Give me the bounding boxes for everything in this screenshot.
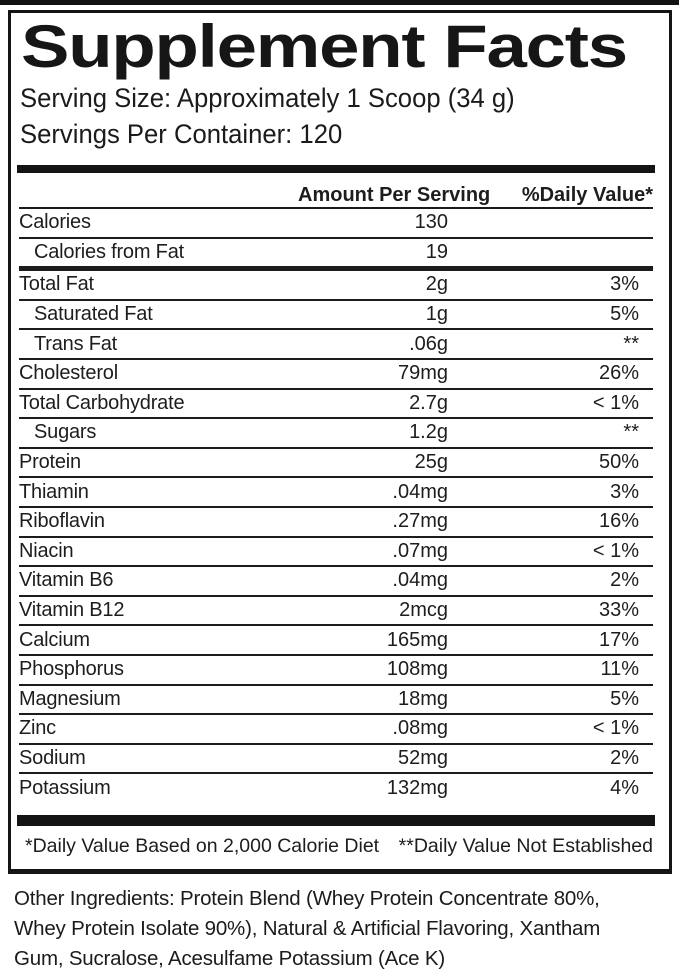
nutrient-amount: .27mg [392,510,448,533]
nutrient-amount: .06g [409,332,448,355]
header-divider-bar [17,165,655,173]
nutrient-amount: 79mg [397,362,448,385]
nutrient-label: Total Fat [19,273,94,296]
nutrient-label: Vitamin B12 [19,599,125,622]
nutrient-label: Vitamin B6 [19,569,114,592]
table-header-row: Amount Per Serving %Daily Value* [19,181,653,209]
nutrient-amount: 2.7g [409,391,448,414]
nutrient-dv: 5% [610,687,639,710]
nutrient-amount: 25g [414,451,448,474]
nutrient-amount: 1g [425,303,448,326]
nutrient-label: Magnesium [19,687,121,710]
nutrient-dv: 16% [598,510,639,533]
nutrient-dv: 2% [610,569,639,592]
nutrient-dv: < 1% [592,539,639,562]
nutrient-amount: 165mg [386,628,448,651]
nutrient-label: Trans Fat [34,332,118,355]
nutrient-dv: ** [623,421,639,444]
nutrient-dv: ** [623,332,639,355]
nutrient-amount: .04mg [392,480,448,503]
nutrient-dv: 50% [598,451,639,474]
nutrient-amount: 2mcg [399,599,448,622]
nutrient-dv: 5% [610,303,639,326]
nutrient-label: Cholesterol [19,362,118,385]
nutrient-dv: 3% [610,480,639,503]
supplement-facts-panel: Supplement Facts Serving Size: Approxima… [8,10,672,874]
nutrient-label: Calories from Fat [34,240,184,263]
row-zinc: Zinc .08mg < 1% [19,715,653,745]
row-potassium: Potassium 132mg 4% [19,774,653,802]
nutrient-label: Potassium [19,776,111,799]
nutrient-label: Sugars [34,421,97,444]
nutrient-dv: 11% [600,658,639,681]
nutrient-amount: 130 [414,211,448,234]
nutrient-label: Sodium [19,746,86,769]
footnote-not-established: **Daily Value Not Established [398,835,653,857]
row-total-carbohydrate: Total Carbohydrate 2.7g < 1% [19,390,653,420]
row-saturated-fat: Saturated Fat 1g 5% [19,301,653,331]
nutrient-dv: 33% [598,599,639,622]
row-trans-fat: Trans Fat .06g ** [19,330,653,360]
column-header-daily-value: %Daily Value* [521,184,653,206]
nutrient-dv: 17% [598,628,639,651]
row-calories: Calories 130 [19,209,653,239]
top-edge-bar [0,0,679,5]
row-vitamin-b12: Vitamin B12 2mcg 33% [19,597,653,627]
row-vitamin-b6: Vitamin B6 .04mg 2% [19,567,653,597]
nutrient-label: Calories [19,211,91,234]
row-cholesterol: Cholesterol 79mg 26% [19,360,653,390]
other-ingredients-line: Other Ingredients: Protein Blend (Whey P… [14,887,600,910]
nutrient-amount: 1.2g [409,421,448,444]
nutrient-amount: .04mg [392,569,448,592]
row-sodium: Sodium 52mg 2% [19,745,653,775]
nutrient-label: Riboflavin [19,510,105,533]
nutrient-label: Niacin [19,539,74,562]
nutrient-amount: 52mg [397,746,448,769]
nutrient-label: Total Carbohydrate [19,391,185,414]
servings-per-container-text: Servings Per Container: 120 [20,119,343,149]
nutrient-amount: 19 [425,240,448,263]
nutrient-amount: 2g [425,273,448,296]
nutrient-dv: 2% [610,746,639,769]
row-sugars: Sugars 1.2g ** [19,419,653,449]
footnote-daily-value-basis: *Daily Value Based on 2,000 Calorie Diet [25,835,380,857]
nutrient-amount: 18mg [397,687,448,710]
row-riboflavin: Riboflavin .27mg 16% [19,508,653,538]
other-ingredients-line: Gum, Sucralose, Acesulfame Potassium (Ac… [14,947,445,970]
nutrient-label: Protein [19,451,81,474]
row-niacin: Niacin .07mg < 1% [19,538,653,568]
nutrient-dv: 26% [598,362,639,385]
nutrient-label: Zinc [19,717,56,740]
row-calcium: Calcium 165mg 17% [19,626,653,656]
nutrient-label: Calcium [19,628,90,651]
nutrient-amount: .08mg [392,717,448,740]
row-magnesium: Magnesium 18mg 5% [19,686,653,716]
nutrient-table: Calories 130 Calories from Fat 19 Total … [19,209,653,802]
nutrient-dv: < 1% [592,717,639,740]
nutrient-label: Saturated Fat [34,303,153,326]
nutrient-amount: 108mg [386,658,448,681]
nutrient-label: Thiamin [19,480,89,503]
nutrient-amount: .07mg [392,539,448,562]
nutrient-dv: < 1% [592,391,639,414]
row-total-fat: Total Fat 2g 3% [19,271,653,301]
serving-size-text: Serving Size: Approximately 1 Scoop (34 … [20,83,515,113]
other-ingredients-paragraph: Other Ingredients: Protein Blend (Whey P… [14,884,671,974]
column-header-amount: Amount Per Serving [298,184,491,206]
nutrient-dv: 3% [610,273,639,296]
footnotes-row: *Daily Value Based on 2,000 Calorie Diet… [19,835,653,858]
footnotes-divider-bar [17,815,655,826]
nutrient-dv: 4% [610,776,639,799]
panel-title: Supplement Facts [21,13,628,80]
other-ingredients-line: Whey Protein Isolate 90%), Natural & Art… [14,917,601,940]
nutrient-label: Phosphorus [19,658,124,681]
row-calories-from-fat: Calories from Fat 19 [19,239,653,272]
row-phosphorus: Phosphorus 108mg 11% [19,656,653,686]
nutrient-amount: 132mg [386,776,448,799]
row-protein: Protein 25g 50% [19,449,653,479]
row-thiamin: Thiamin .04mg 3% [19,478,653,508]
